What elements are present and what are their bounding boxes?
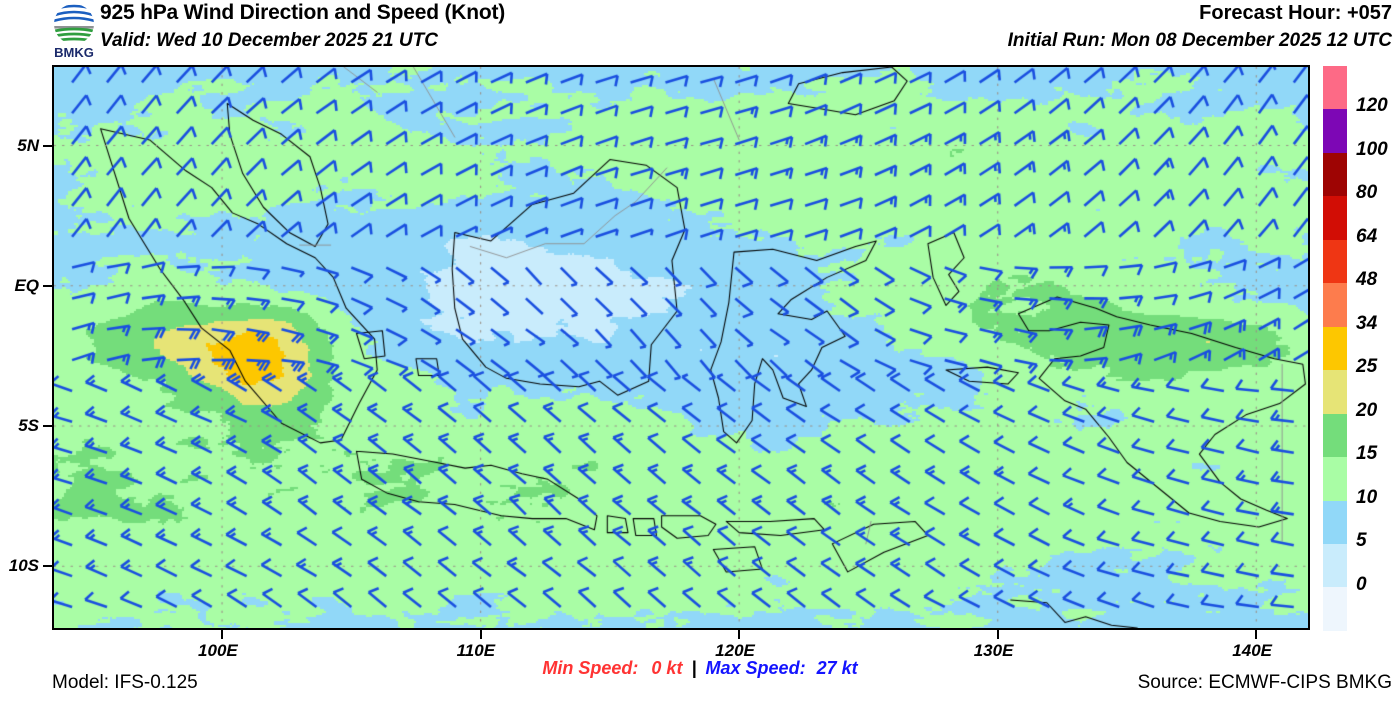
lon-tick <box>479 630 482 639</box>
lat-tick <box>43 425 52 428</box>
max-speed-value: 27 kt <box>816 658 858 678</box>
map-canvas <box>54 67 1308 628</box>
colorbar-band <box>1323 196 1347 240</box>
colorbar-band <box>1323 109 1347 153</box>
colorbar-label-48: 48 <box>1356 269 1378 291</box>
lat-tick <box>43 565 52 568</box>
max-speed-label: Max Speed: <box>705 658 806 678</box>
source-label: Source: ECMWF-CIPS BMKG <box>1137 672 1392 693</box>
bmkg-logo-svg: BMKG <box>54 4 94 60</box>
colorbar-band <box>1323 500 1347 544</box>
page-title: 925 hPa Wind Direction and Speed (Knot) <box>100 1 506 24</box>
initial-run-label: Initial Run: Mon 08 December 2025 12 UTC <box>1007 30 1392 51</box>
colorbar-label-100: 100 <box>1356 138 1388 160</box>
colorbar-label-20: 20 <box>1356 399 1378 421</box>
colorbar-label-5: 5 <box>1356 530 1367 552</box>
colorbar-band <box>1323 413 1347 458</box>
lat-tick <box>43 144 52 147</box>
speed-separator: | <box>691 658 697 678</box>
speed-summary: Min Speed: 0 kt | Max Speed: 27 kt <box>0 658 1400 679</box>
lat-label-5s: 5S <box>18 416 39 436</box>
colorbar-band <box>1323 239 1347 284</box>
colorbar-label-80: 80 <box>1356 182 1378 204</box>
bmkg-logo: BMKG <box>44 2 104 60</box>
lon-tick <box>738 630 741 639</box>
min-speed-label: Min Speed: <box>542 658 639 678</box>
colorbar-band <box>1323 326 1347 371</box>
lon-label-140e: 140E <box>1232 641 1272 660</box>
colorbar-band <box>1323 152 1347 197</box>
lon-label-120e: 120E <box>715 641 755 660</box>
colorbar-label-15: 15 <box>1356 443 1378 465</box>
map-panel: Copyright Sub Bidang Prediksi Cuaca BMKG… <box>52 65 1310 630</box>
min-speed-value: 0 kt <box>651 658 683 678</box>
lon-label-110e: 110E <box>456 641 496 660</box>
colorbar-band <box>1323 457 1347 501</box>
lat-label-5n: 5N <box>17 135 39 155</box>
colorbar-label-64: 64 <box>1356 225 1378 247</box>
colorbar-band <box>1323 66 1347 110</box>
model-label: Model: IFS-0.125 <box>52 672 198 693</box>
colorbar-label-10: 10 <box>1356 486 1378 508</box>
lat-tick <box>43 284 52 287</box>
colorbar-label-0: 0 <box>1356 573 1367 595</box>
colorbar <box>1322 65 1348 632</box>
colorbar-band <box>1323 370 1347 414</box>
lon-tick <box>996 630 999 639</box>
lat-label-10s: 10S <box>8 556 39 576</box>
colorbar-band <box>1323 543 1347 588</box>
lon-label-100e: 100E <box>198 641 238 660</box>
bmkg-logo-text: BMKG <box>54 45 94 60</box>
lon-tick <box>1255 630 1258 639</box>
forecast-hour-label: Forecast Hour: +057 <box>1199 2 1392 24</box>
colorbar-label-25: 25 <box>1356 356 1378 378</box>
header: BMKG 925 hPa Wind Direction and Speed (K… <box>0 0 1400 62</box>
colorbar-band <box>1323 283 1347 327</box>
colorbar-label-34: 34 <box>1356 312 1378 334</box>
colorbar-band <box>1323 587 1347 631</box>
lon-tick <box>221 630 224 639</box>
lon-label-130e: 130E <box>973 641 1014 660</box>
valid-time-label: Valid: Wed 10 December 2025 21 UTC <box>100 30 438 51</box>
colorbar-label-120: 120 <box>1356 95 1388 117</box>
lat-label-eq: EQ <box>14 275 39 295</box>
